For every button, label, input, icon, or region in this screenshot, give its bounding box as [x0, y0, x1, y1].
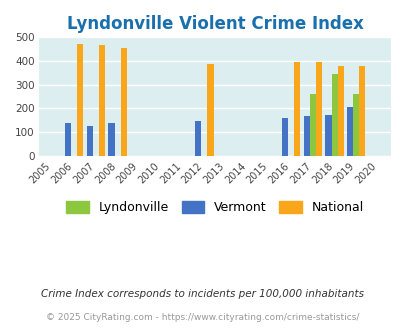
Bar [325, 115, 331, 156]
Bar [303, 116, 309, 156]
Legend: Lyndonville, Vermont, National: Lyndonville, Vermont, National [62, 197, 367, 218]
Bar [352, 94, 358, 156]
Bar [77, 44, 83, 156]
Bar [309, 94, 315, 156]
Bar [99, 45, 105, 156]
Bar [294, 62, 300, 156]
Bar [281, 118, 288, 156]
Bar [315, 62, 321, 156]
Bar [337, 66, 343, 156]
Bar [195, 121, 201, 156]
Text: Crime Index corresponds to incidents per 100,000 inhabitants: Crime Index corresponds to incidents per… [41, 289, 364, 299]
Bar [346, 107, 352, 156]
Bar [87, 126, 93, 156]
Bar [331, 74, 337, 156]
Title: Lyndonville Violent Crime Index: Lyndonville Violent Crime Index [67, 15, 363, 33]
Bar [108, 123, 114, 156]
Bar [207, 64, 213, 156]
Text: © 2025 CityRating.com - https://www.cityrating.com/crime-statistics/: © 2025 CityRating.com - https://www.city… [46, 313, 359, 322]
Bar [358, 66, 364, 156]
Bar [65, 123, 71, 156]
Bar [120, 48, 126, 156]
